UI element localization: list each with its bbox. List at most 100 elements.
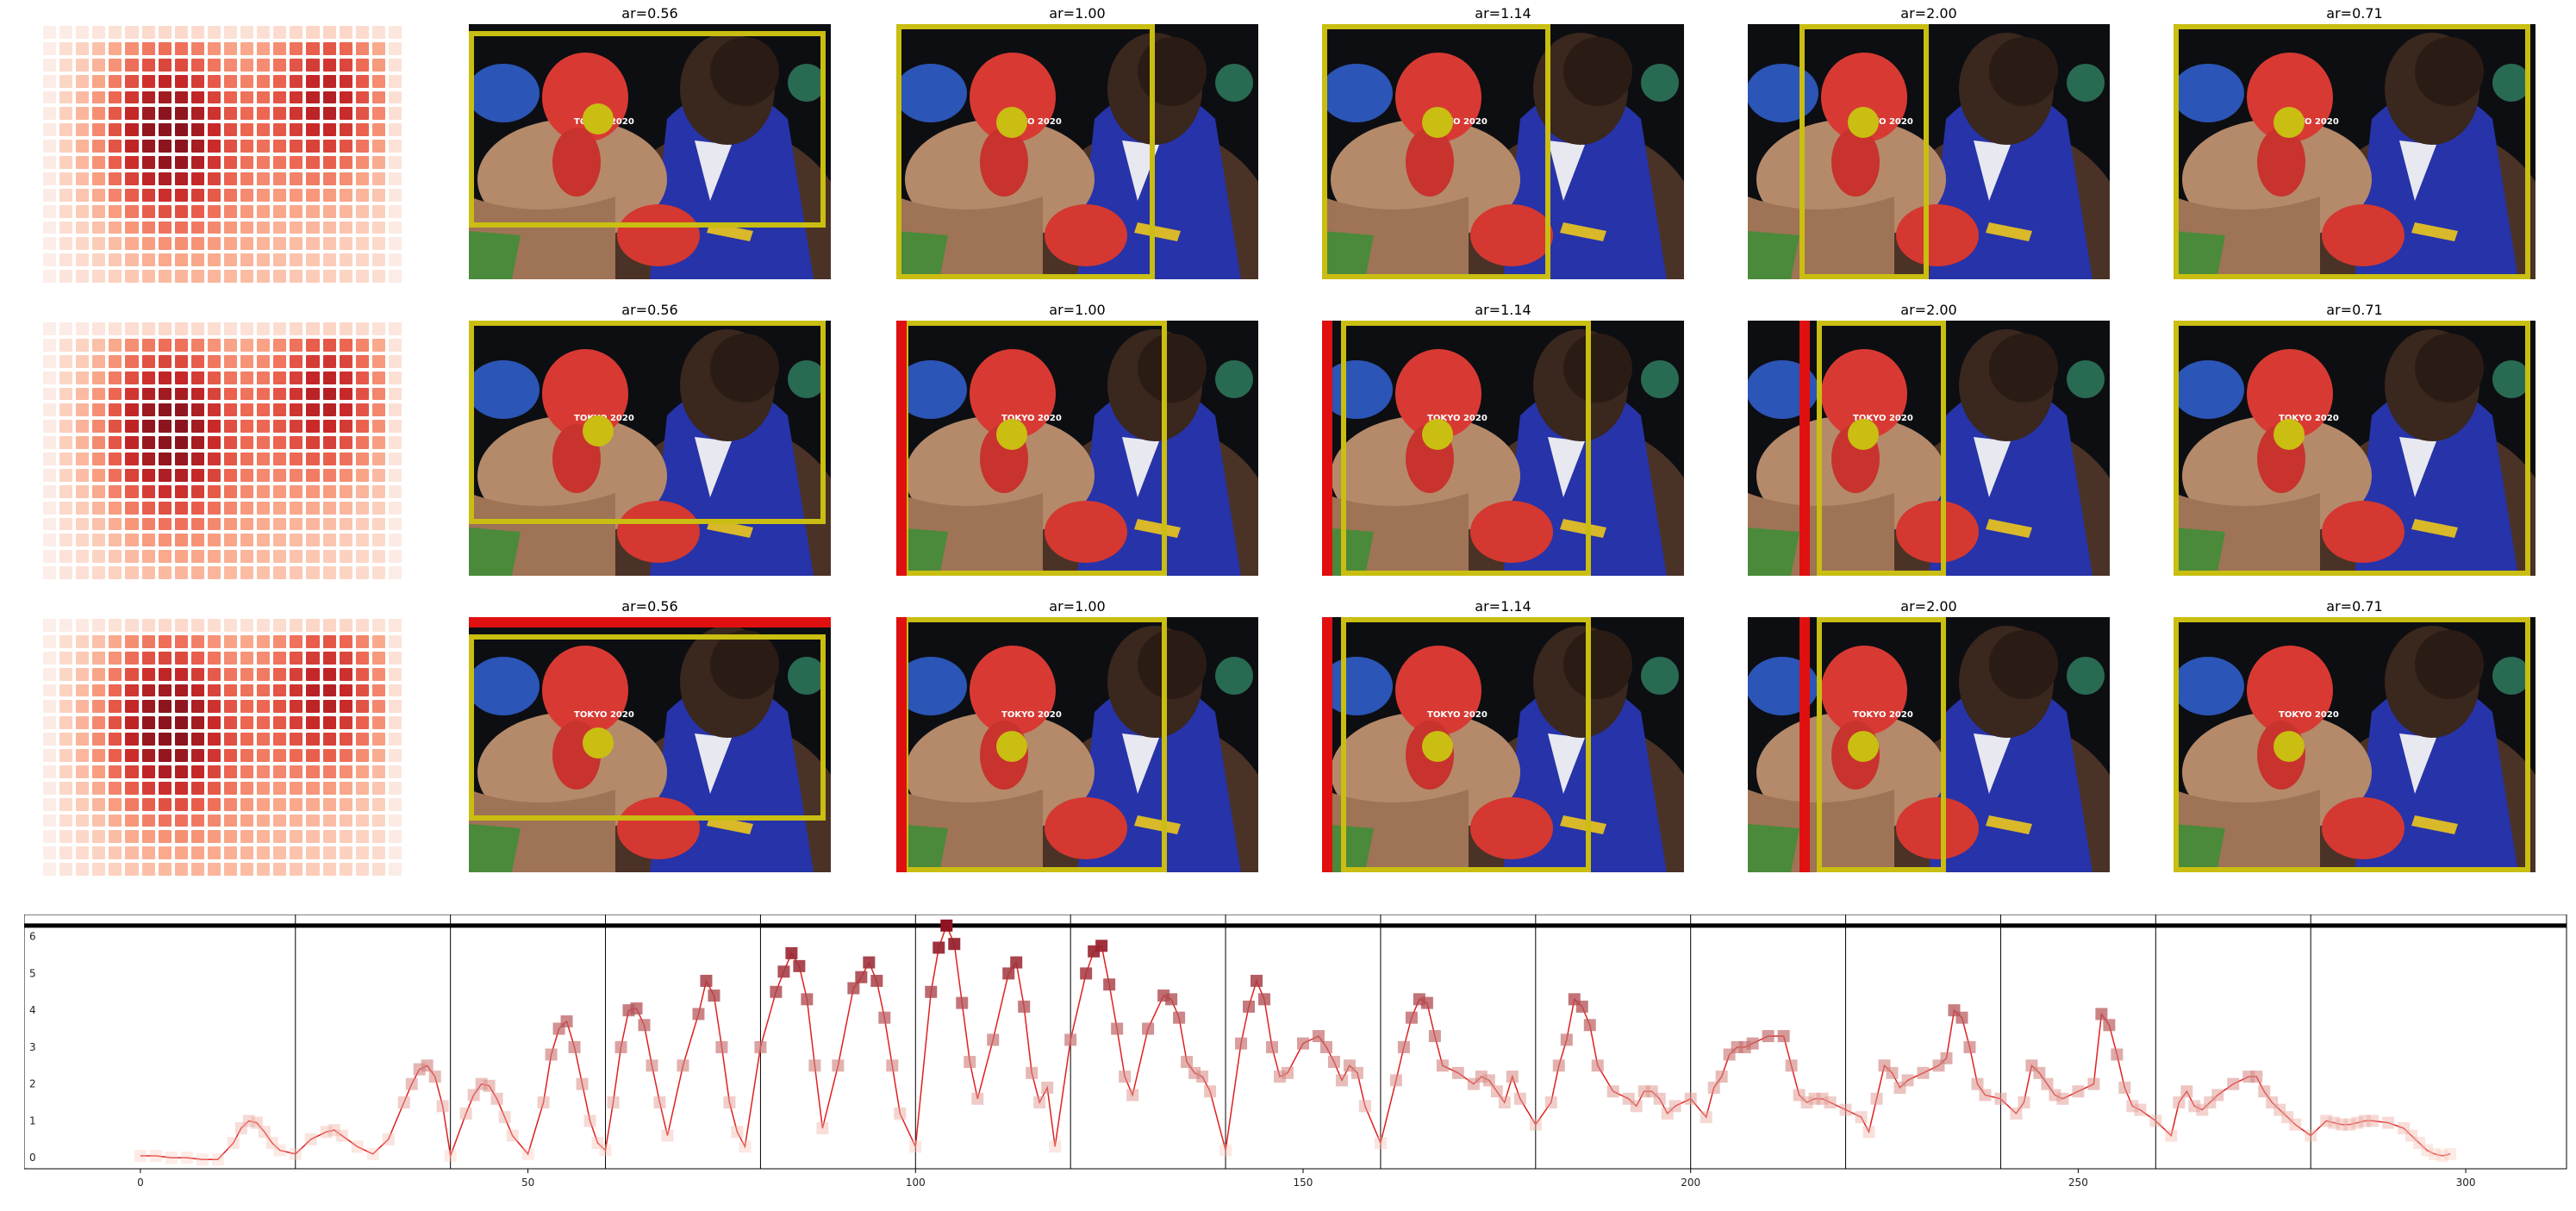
x-tick-label: 150 [1294, 1177, 1313, 1189]
heatmap-cell [306, 387, 320, 401]
heatmap-cell [174, 797, 188, 811]
heatmap-cell [224, 781, 238, 795]
heatmap-cell [257, 797, 271, 811]
data-point [1266, 1040, 1279, 1053]
crop-box [2174, 24, 2530, 279]
data-point [739, 1140, 752, 1153]
heatmap-cell [43, 765, 57, 778]
crop-box [896, 24, 1155, 279]
heatmap-cell [290, 322, 303, 335]
heatmap-cell [109, 156, 122, 169]
data-point [428, 1071, 441, 1083]
heatmap-cell [59, 846, 73, 860]
boxing-photo: TOKYO 2020 [1322, 321, 1684, 576]
heatmap-cell [388, 846, 402, 860]
heatmap-cell [43, 468, 57, 482]
heatmap-cell [339, 338, 352, 352]
data-point [1142, 1022, 1155, 1035]
heatmap-cell [388, 651, 402, 665]
heatmap-cell [339, 619, 352, 632]
saliency-marker [1422, 731, 1453, 762]
heatmap-cell [59, 781, 73, 795]
heatmap-cell [339, 221, 352, 234]
heatmap-cell [290, 667, 303, 681]
heatmap-cell [158, 338, 172, 352]
heatmap-cell [141, 830, 155, 844]
heatmap-cell [388, 26, 402, 39]
heatmap-cell [59, 501, 73, 515]
heatmap-cell [190, 387, 204, 401]
heatmap-cell [109, 830, 122, 844]
heatmap-cell [109, 781, 122, 795]
heatmap-cell [92, 123, 106, 137]
heatmap-cell [43, 684, 57, 697]
crop-box [469, 321, 826, 524]
heatmap-cell [355, 534, 369, 547]
data-point [2320, 1114, 2333, 1127]
heatmap-cell [371, 420, 385, 434]
heatmap-cell [371, 749, 385, 762]
heatmap-cell [290, 733, 303, 746]
heatmap-cell [290, 270, 303, 283]
heatmap-cell [141, 354, 155, 368]
heatmap-cell [322, 651, 336, 665]
heatmap-cell [240, 534, 254, 547]
heatmap-cell [273, 221, 287, 234]
heatmap-cell [59, 436, 73, 449]
heatmap-cell [240, 221, 254, 234]
heatmap-cell [355, 566, 369, 579]
heatmap-cell [174, 733, 188, 746]
heatmap-cell [355, 270, 369, 283]
heatmap-cell [76, 270, 90, 283]
heatmap-cell [59, 420, 73, 434]
heatmap-cell [141, 253, 155, 267]
heatmap-cell [141, 107, 155, 121]
saliency-marker [996, 419, 1027, 450]
panel-title: ar=2.00 [1900, 598, 1957, 615]
heatmap-cell [207, 781, 221, 795]
heatmap-cell [322, 863, 336, 876]
heatmap-cell [322, 26, 336, 39]
data-point [1606, 1085, 1619, 1098]
heatmap-cell [207, 237, 221, 251]
heatmap-cell [59, 371, 73, 384]
heatmap-cell [257, 322, 271, 335]
heatmap-cell [322, 846, 336, 860]
data-point [886, 1059, 899, 1072]
heatmap-cell [92, 667, 106, 681]
data-point [1544, 1096, 1557, 1109]
heatmap-cell [125, 534, 139, 547]
data-point [498, 1111, 511, 1124]
heatmap-cell [59, 403, 73, 417]
data-point [1591, 1059, 1604, 1072]
heatmap-cell [339, 436, 352, 449]
heatmap-cell [158, 814, 172, 827]
data-point [1917, 1066, 1930, 1079]
heatmap-cell [92, 651, 106, 665]
heatmap-cell [240, 667, 254, 681]
heatmap-cell [92, 550, 106, 564]
heatmap-cell [109, 237, 122, 251]
heatmap-cell [174, 156, 188, 169]
heatmap-cell [257, 123, 271, 137]
heatmap-cell [141, 765, 155, 778]
heatmap-cell [76, 221, 90, 234]
boxing-photo: TOKYO 2020 [469, 617, 831, 872]
heatmap-cell [92, 420, 106, 434]
heatmap-cell [158, 846, 172, 860]
data-point [2118, 1081, 2131, 1094]
heatmap-cell [76, 846, 90, 860]
heatmap-cell [306, 700, 320, 714]
data-point [2010, 1107, 2023, 1120]
heatmap-cell [109, 566, 122, 579]
photo-overlay-text: TOKYO 2020 [1001, 710, 1062, 720]
heatmap-cell [322, 91, 336, 104]
heatmap-cell [371, 684, 385, 697]
data-point [2351, 1116, 2364, 1129]
heatmap-cell [306, 322, 320, 335]
data-point [2087, 1077, 2100, 1090]
heatmap-cell [158, 322, 172, 335]
heatmap-cell [257, 634, 271, 648]
heatmap-cell [43, 387, 57, 401]
heatmap-cell [76, 733, 90, 746]
